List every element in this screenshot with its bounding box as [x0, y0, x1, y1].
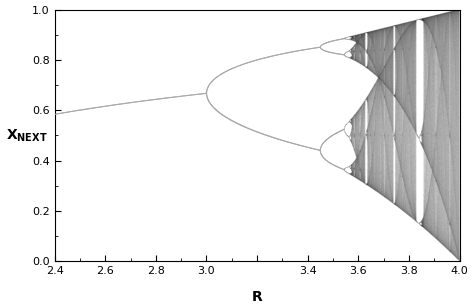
Text: $\mathbf{R}$: $\mathbf{R}$ [251, 290, 263, 304]
Y-axis label: $\mathbf{X}_{\mathbf{NEXT}}$: $\mathbf{X}_{\mathbf{NEXT}}$ [6, 127, 47, 144]
